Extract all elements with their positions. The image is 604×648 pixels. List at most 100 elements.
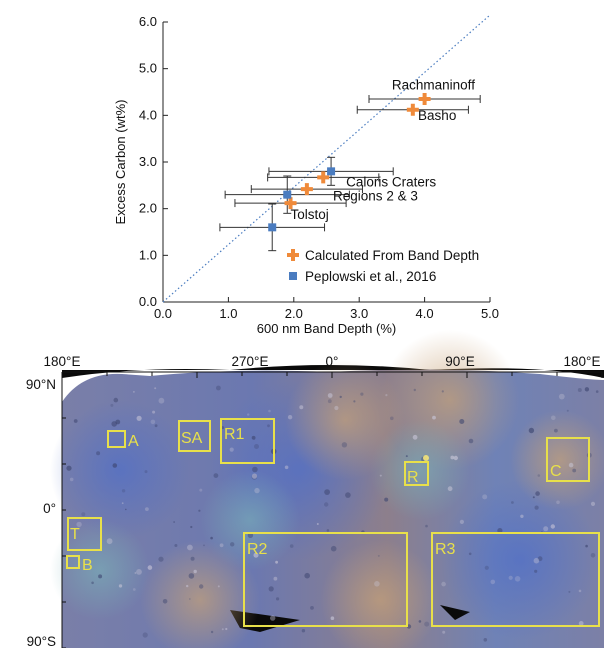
map-latitude-label: 90°N — [26, 377, 56, 392]
crater-speckle — [66, 465, 72, 471]
crater-speckle — [520, 514, 524, 518]
region-box-b — [66, 555, 80, 569]
legend-calculated-marker — [287, 249, 299, 261]
region-label-t: T — [70, 526, 80, 543]
region-box-t — [67, 517, 102, 551]
crater-speckle — [535, 491, 540, 496]
crater-speckle — [91, 581, 94, 585]
crater-speckle — [482, 494, 488, 500]
crater-speckle — [413, 388, 416, 392]
crater-speckle — [268, 409, 271, 413]
crater-speckle — [213, 473, 219, 478]
legend-calculated-label: Calculated From Band Depth — [305, 248, 479, 263]
crater-speckle — [154, 424, 158, 428]
crater-speckle — [324, 489, 330, 495]
crater-speckle — [247, 413, 250, 416]
crater-speckle — [534, 505, 539, 510]
crater-speckle — [568, 462, 574, 468]
crater-speckle — [324, 502, 329, 507]
region-box-c — [546, 437, 590, 482]
region-box-r1 — [220, 418, 275, 464]
x-tick-label: 3.0 — [350, 306, 368, 321]
crater-speckle — [595, 390, 599, 393]
crater-speckle — [188, 573, 195, 579]
point-annotation: Regions 2 & 3 — [333, 188, 418, 203]
crater-speckle — [459, 419, 465, 424]
crater-speckle — [450, 455, 455, 460]
crater-speckle — [287, 415, 293, 420]
region-box-a — [107, 430, 126, 448]
crater-speckle — [273, 576, 278, 581]
crater-speckle — [385, 394, 388, 397]
crater-speckle — [144, 470, 148, 474]
crater-speckle — [147, 565, 153, 570]
crater-speckle — [441, 390, 444, 393]
crater-speckle — [145, 507, 149, 511]
crater-speckle — [121, 489, 126, 493]
map-dark-patch — [440, 605, 470, 620]
y-tick-label: 2.0 — [139, 201, 157, 216]
crater-speckle — [405, 455, 408, 458]
crater-speckle — [483, 638, 488, 642]
crater-speckle — [186, 584, 189, 588]
point-annotation: Caloris Craters — [346, 174, 436, 189]
x-tick-label: 1.0 — [219, 306, 237, 321]
crater-speckle — [578, 621, 584, 626]
crater-speckle — [251, 435, 256, 440]
map-texture — [370, 420, 470, 520]
crater-speckle — [150, 419, 156, 425]
region-label-b: B — [82, 557, 93, 574]
crater-speckle — [229, 447, 234, 452]
crater-speckle — [289, 544, 294, 548]
crater-speckle — [221, 628, 224, 631]
crater-speckle — [334, 405, 339, 411]
y-axis-label: Excess Carbon (wt%) — [113, 100, 128, 225]
crater-speckle — [424, 621, 430, 627]
y-tick-label: 5.0 — [139, 61, 157, 76]
crater-speckle — [251, 473, 258, 479]
crater-speckle — [543, 526, 549, 532]
region-box-sa — [178, 420, 211, 452]
crater-speckle — [106, 538, 113, 545]
crater-speckle — [219, 543, 224, 548]
crater-speckle — [304, 572, 311, 579]
crater-speckle — [484, 565, 489, 570]
crater-speckle — [316, 523, 319, 525]
crater-speckle — [136, 569, 142, 575]
crater-speckle — [275, 560, 278, 564]
crater-speckle — [330, 545, 337, 552]
crater-speckle — [174, 544, 178, 547]
crater-speckle — [326, 529, 330, 532]
crater-speckle — [468, 438, 474, 444]
y-tick-label: 6.0 — [139, 14, 157, 29]
crater-speckle — [590, 501, 596, 506]
crater-speckle — [418, 620, 422, 623]
crater-speckle — [136, 415, 142, 421]
y-tick-label: 0.0 — [139, 294, 157, 309]
crater-speckle — [590, 553, 596, 558]
crater-speckle — [132, 588, 136, 591]
crater-speckle — [81, 512, 86, 517]
crater-speckle — [110, 403, 114, 407]
crater-speckle — [577, 388, 582, 392]
crater-speckle — [73, 419, 78, 423]
crater-speckle — [190, 556, 195, 561]
crater-speckle — [158, 397, 165, 404]
crater-speckle — [568, 590, 571, 593]
crater-speckle — [534, 569, 538, 573]
crater-speckle — [551, 415, 556, 421]
region-label-r1: R1 — [224, 426, 245, 443]
crater-speckle — [299, 405, 304, 410]
region-box-r3 — [431, 532, 600, 627]
crater-speckle — [330, 616, 335, 620]
peplowski-point — [283, 190, 292, 199]
region-box-r — [404, 461, 429, 486]
crater-speckle — [453, 455, 458, 461]
crater-speckle — [432, 415, 436, 420]
map-texture — [50, 400, 190, 540]
crater-speckle — [442, 630, 446, 634]
crater-speckle — [210, 630, 214, 634]
crater-speckle — [284, 465, 289, 470]
